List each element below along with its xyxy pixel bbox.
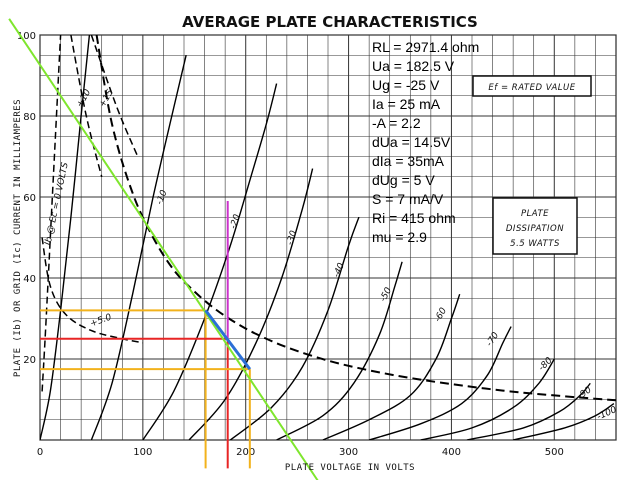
plate-curve xyxy=(276,261,403,440)
grid-current-curve xyxy=(41,35,62,392)
x-tick-label: 400 xyxy=(442,447,461,458)
grid-current-curve xyxy=(70,35,103,177)
y-tick-label: 60 xyxy=(23,193,36,204)
plate-curve xyxy=(90,55,187,440)
info-line: dUg = 5 V xyxy=(372,172,435,188)
plate-curves xyxy=(40,35,616,440)
plate-curve xyxy=(322,293,461,440)
operating-point-info: RL = 2971.4 ohm Ua = 182.5 V Ug = -25 V Ia … xyxy=(372,39,479,245)
grid-current-curve xyxy=(90,35,139,157)
curve-label: -30 xyxy=(285,229,299,246)
y-tick-label: 100 xyxy=(17,31,36,42)
curve-label: -60 xyxy=(433,306,449,324)
grid-curve-label: +10 xyxy=(75,88,93,110)
tick-labels: 0 100 200 300 400 500 20 40 60 80 100 xyxy=(17,31,564,458)
dissipation-curve xyxy=(95,35,616,402)
info-line: Ri = 415 ohm xyxy=(372,210,456,226)
curve-label: -10 xyxy=(155,189,170,207)
plate-curve xyxy=(188,168,314,440)
curve-label: -40 xyxy=(332,261,347,279)
plate-curve xyxy=(420,358,555,440)
info-line: Ua = 182.5 V xyxy=(372,58,455,74)
info-line: mu = 2.9 xyxy=(372,229,427,245)
x-tick-label: 500 xyxy=(545,447,564,458)
plate-curve xyxy=(466,382,591,440)
plate-curve xyxy=(142,83,278,440)
dissipation-line-1: PLATE xyxy=(521,209,549,219)
plate-curve xyxy=(512,403,615,440)
y-tick-label: 80 xyxy=(23,112,36,123)
construction-lines xyxy=(8,18,319,480)
load-line xyxy=(8,18,319,480)
rated-value-label: Ef = RATED VALUE xyxy=(488,83,575,93)
x-tick-label: 0 xyxy=(37,447,43,458)
info-line: -A = 2.2 xyxy=(372,115,421,131)
chart-title: AVERAGE PLATE CHARACTERISTICS xyxy=(182,13,478,31)
curve-label: -80 xyxy=(537,356,555,374)
x-tick-label: 100 xyxy=(133,447,152,458)
x-tick-label: 300 xyxy=(339,447,358,458)
curve-label: -50 xyxy=(378,286,394,304)
rated-value-box: Ef = RATED VALUE xyxy=(472,75,592,97)
plate-curve xyxy=(40,35,91,440)
curve-label: -20 xyxy=(229,213,243,230)
info-line: RL = 2971.4 ohm xyxy=(372,39,479,55)
info-line: S = 7 mA/V xyxy=(372,191,444,207)
dissipation-line-3: 5.5 WATTS xyxy=(510,239,560,249)
curve-label: -70 xyxy=(485,331,502,349)
plate-dissipation-box: PLATE DISSIPATION 5.5 WATTS xyxy=(492,197,578,255)
x-tick-label: 200 xyxy=(236,447,255,458)
operating-segment xyxy=(204,309,252,371)
dissipation-line-2: DISSIPATION xyxy=(506,224,564,234)
grid-curve-label: +5.0 xyxy=(89,312,113,329)
x-axis-label: PLATE VOLTAGE IN VOLTS xyxy=(285,463,415,473)
info-line: dIa = 35mA xyxy=(372,153,445,169)
y-tick-label: 40 xyxy=(23,274,36,285)
grid-lines xyxy=(39,34,617,441)
grid-curve-label: Ib @ Ec = 0 VOLTS xyxy=(43,161,70,246)
y-tick-label: 20 xyxy=(23,355,36,366)
info-line: Ug = -25 V xyxy=(372,77,440,93)
plate-curve xyxy=(368,326,512,440)
y-axis-label: PLATE (Ib) OR GRID (Ic) CURRENT IN MILLI… xyxy=(13,99,23,377)
info-line: dUa = 14.5V xyxy=(372,134,451,150)
info-line: Ia = 25 mA xyxy=(372,96,441,112)
plate-curve xyxy=(229,216,360,440)
